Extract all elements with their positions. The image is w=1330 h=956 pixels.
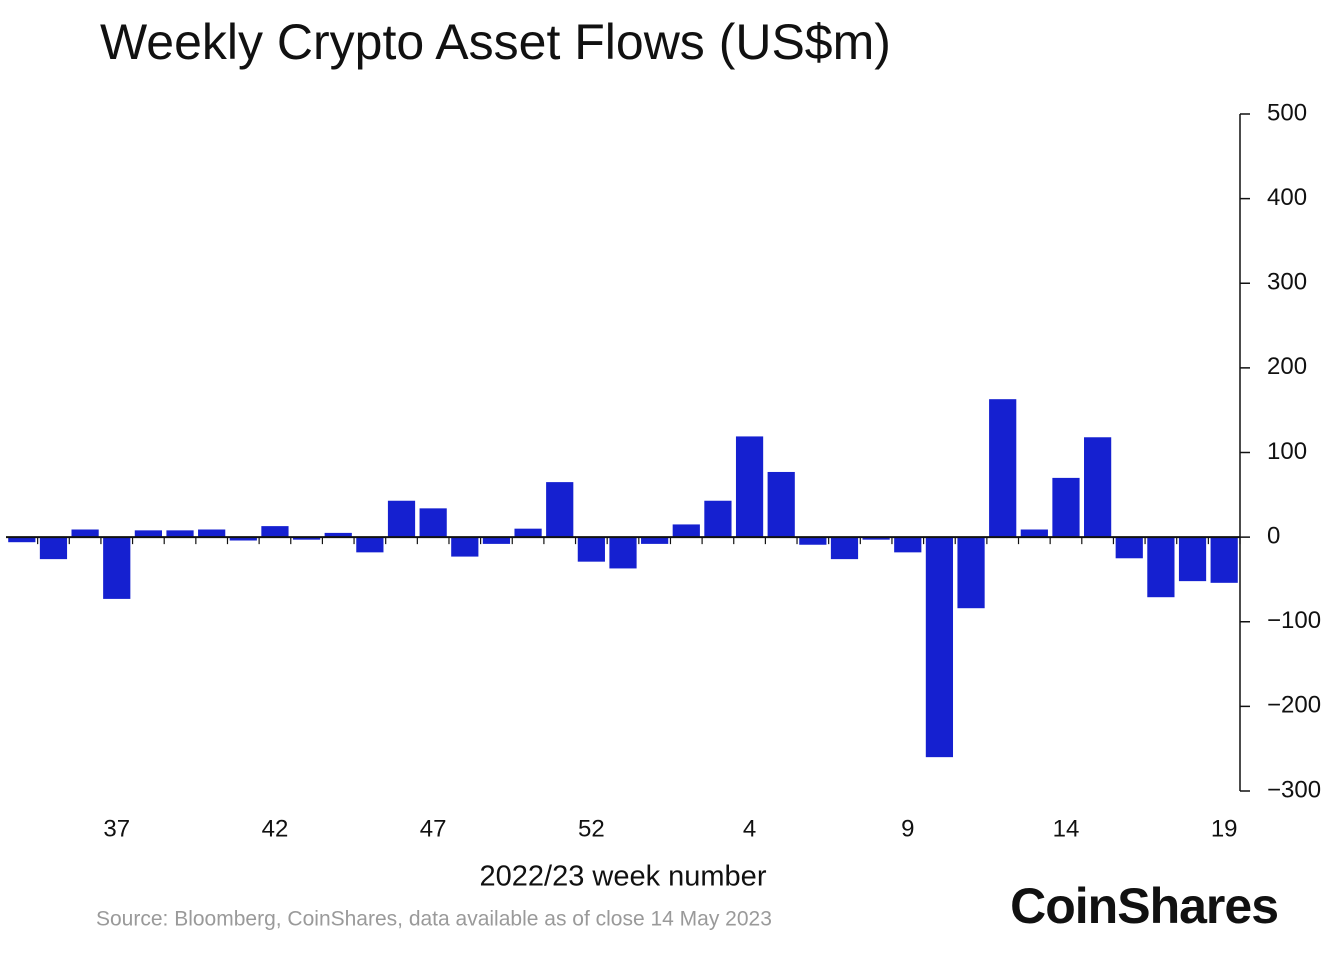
bar [1020,529,1048,538]
bar [799,537,827,545]
chart-title: Weekly Crypto Asset Flows (US$m) [100,14,891,70]
brand-logo: CoinShares [1010,878,1278,934]
bar [134,530,162,538]
bar [1178,537,1207,582]
x-tick-label: 52 [578,815,605,842]
y-tick-label: −300 [1267,776,1321,803]
bar [1084,437,1112,538]
y-tick-label: 200 [1267,353,1307,380]
x-tick-label: 42 [262,815,289,842]
bar [767,471,795,538]
bar [577,537,605,562]
bar [451,537,479,557]
bar [356,537,384,553]
bar [546,482,574,538]
y-tick-label: −200 [1267,692,1321,719]
bar [39,537,68,560]
bar [1210,537,1238,583]
x-tick-label: 14 [1053,815,1080,842]
bar [482,537,511,544]
bar [71,529,99,538]
y-tick-label: 500 [1267,99,1307,126]
bar [419,508,447,538]
x-tick-label: 37 [103,815,130,842]
source-note: Source: Bloomberg, CoinShares, data avai… [96,908,772,931]
bar [166,530,194,538]
bar [229,537,257,541]
bar [514,528,542,538]
bar [704,500,732,538]
bar [103,537,131,599]
x-tick-label: 9 [901,815,914,842]
bar [1052,477,1080,538]
bar [862,537,890,540]
bar [261,526,289,538]
bar [387,500,416,538]
y-tick-label: 400 [1267,184,1307,211]
x-axis-label: 2022/23 week number [480,861,767,893]
bar [894,537,922,553]
y-tick-label: 300 [1267,269,1307,296]
bar [292,537,321,540]
bar [609,537,637,569]
bar [198,529,226,538]
bar [925,537,954,758]
bar [1147,537,1175,598]
bar [1115,537,1143,559]
x-tick-label: 4 [743,815,756,842]
bar [672,524,700,538]
x-tick-label: 47 [420,815,447,842]
bar [989,399,1017,538]
x-tick-label: 19 [1211,815,1238,842]
bar [641,537,669,544]
y-tick-label: 100 [1267,438,1307,465]
bar [735,436,764,538]
bar [957,537,985,609]
y-tick-label: −100 [1267,607,1321,634]
bar [324,532,352,538]
bar [830,537,859,560]
bar [8,537,36,543]
y-tick-label: 0 [1267,522,1280,549]
